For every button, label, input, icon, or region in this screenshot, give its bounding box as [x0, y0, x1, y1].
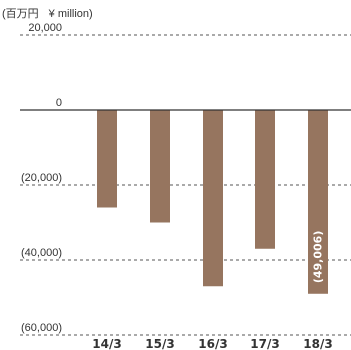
x-tick-label: 18/3 [303, 337, 332, 350]
y-axis-tick-labels: 20,000 0 (20,000) (40,000) (60,000) [21, 22, 62, 334]
x-tick-label: 14/3 [92, 337, 121, 350]
y-tick-label: (40,000) [21, 247, 62, 259]
unit-label-jp: (百万円 [2, 8, 39, 20]
x-tick-label: 16/3 [198, 337, 227, 350]
bar-16-3 [203, 110, 223, 287]
gridlines [20, 34, 351, 336]
x-tick-label: 17/3 [250, 337, 279, 350]
x-tick-label: 15/3 [145, 337, 174, 350]
bar-15-3 [150, 110, 170, 223]
y-tick-label: 20,000 [28, 22, 62, 34]
unit-label: (百万円 ¥ million) [2, 5, 93, 21]
unit-label-en: ¥ million) [48, 8, 93, 20]
x-axis-tick-labels: 14/3 15/3 16/3 17/3 18/3 [92, 337, 332, 350]
bar-14-3 [97, 110, 117, 208]
y-tick-label: 0 [56, 97, 62, 109]
y-tick-label: (60,000) [21, 322, 62, 334]
data-labels: (49,006) [312, 231, 325, 284]
bars [97, 110, 328, 294]
bar-17-3 [255, 110, 275, 249]
y-tick-label: (20,000) [21, 172, 62, 184]
bar-18-3 [308, 110, 328, 294]
data-label: (49,006) [312, 231, 325, 284]
